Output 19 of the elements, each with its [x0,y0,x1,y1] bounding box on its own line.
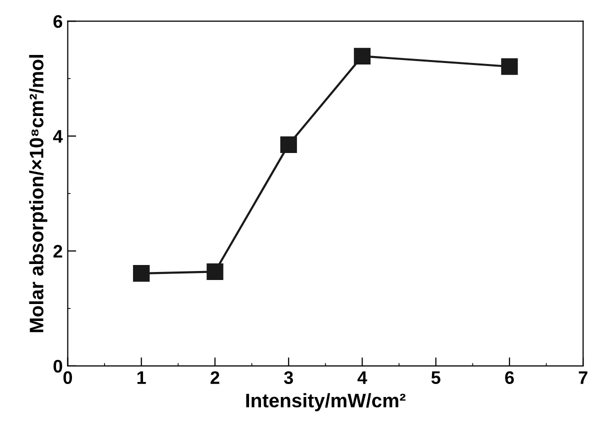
y-tick-label: 6 [53,15,62,28]
x-tick-label: 3 [284,371,293,384]
x-tick-label: 2 [210,371,220,384]
point [133,265,150,282]
x-axis-title: Intensity/mW/cm² [246,393,406,412]
point [354,48,371,65]
y-tick-label: 0 [54,360,62,373]
point [501,58,518,75]
y-tick-label: 2 [53,244,62,258]
x-tick-label: 1 [137,371,146,384]
y-tick-label: 4 [53,130,63,143]
x-tick-label: 0 [63,371,72,384]
point [280,136,297,154]
x-tick-label: 6 [505,371,514,384]
x-tick-label: 7 [578,371,588,384]
y-axis-title: Molar absorption/×10⁸cm²/mol [29,54,48,332]
point [206,263,224,280]
x-tick-label: 4 [357,371,368,384]
x-tick-label: 5 [431,371,440,384]
